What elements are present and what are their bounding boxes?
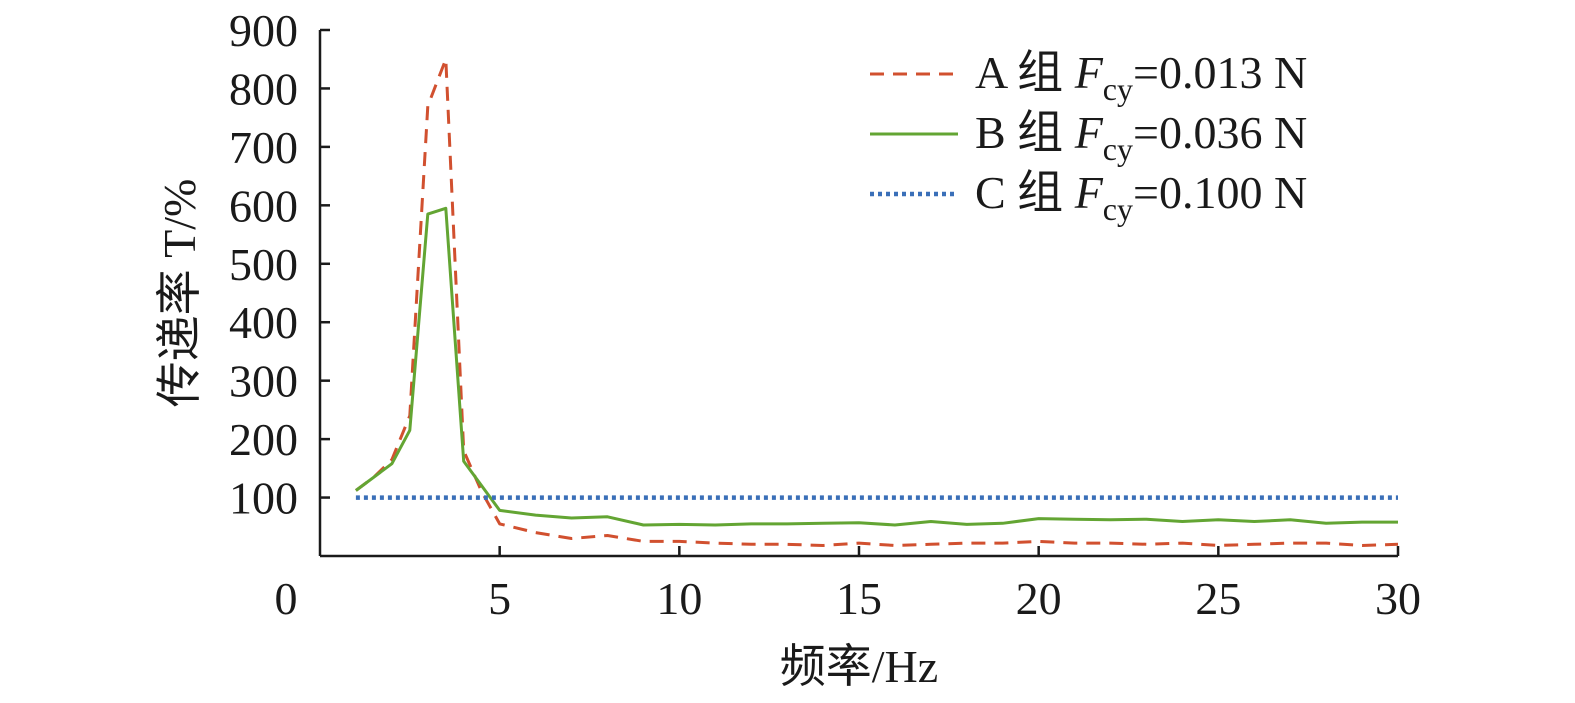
y-axis-title: 传递率 T/%: [154, 179, 205, 408]
x-tick-label: 20: [1016, 573, 1062, 624]
x-tick-label: 0: [275, 573, 298, 624]
y-tick-label: 100: [229, 473, 298, 524]
y-ticks: 100 200 300 400 500 600 700 800 900: [229, 5, 330, 524]
series-line-a: [355, 57, 1399, 547]
series-layer: [355, 57, 1399, 547]
x-tick-label: 5: [488, 573, 511, 624]
series-line-b: [355, 206, 1398, 527]
legend-label-c: C 组 Fcy=0.100 N: [975, 167, 1307, 227]
x-tick-label: 10: [656, 573, 702, 624]
y-tick-label: 200: [229, 414, 298, 465]
x-tick-label: 30: [1375, 573, 1421, 624]
legend-label-a: A 组 Fcy=0.013 N: [975, 47, 1307, 107]
y-tick-label: 400: [229, 297, 298, 348]
y-tick-label: 300: [229, 356, 298, 407]
legend-label-b: B 组 Fcy=0.036 N: [975, 107, 1307, 167]
y-tick-label: 500: [229, 239, 298, 290]
y-tick-label: 600: [229, 180, 298, 231]
y-tick-label: 700: [229, 122, 298, 173]
legend: A 组 Fcy=0.013 NB 组 Fcy=0.036 NC 组 Fcy=0.…: [870, 47, 1307, 227]
x-ticks: 0 5 10 15 20 25 30: [275, 546, 1421, 624]
x-tick-label: 15: [836, 573, 882, 624]
x-tick-label: 25: [1195, 573, 1241, 624]
y-tick-label: 900: [229, 5, 298, 56]
x-axis-title: 频率/Hz: [780, 641, 938, 692]
y-tick-label: 800: [229, 63, 298, 114]
